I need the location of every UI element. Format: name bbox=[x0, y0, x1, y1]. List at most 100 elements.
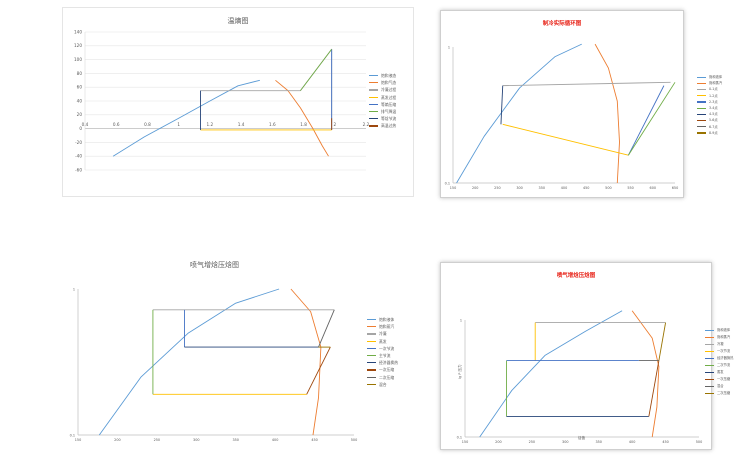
legend-entry: 蒸发过程 bbox=[369, 94, 396, 101]
legend-entry: 蒸发 bbox=[705, 369, 733, 376]
series-line bbox=[200, 48, 333, 130]
chart-legend: 饱和液体 饱和蒸汽 冷凝 蒸发 一次节流 主节流 经济器换热 一次压缩 二次压缩 混合 bbox=[367, 316, 398, 388]
legend-swatch bbox=[705, 364, 714, 367]
chart-legend: 饱和液体 饱和蒸汽 冷凝 一次节流 经济器换热 二次节流 蒸发 一次压缩 混合 二次压缩 bbox=[705, 327, 733, 397]
legend-swatch bbox=[705, 329, 714, 332]
y-tick-label: 1 bbox=[73, 287, 75, 291]
x-tick-label: 500 bbox=[696, 440, 702, 444]
legend-label: 5-6点 bbox=[709, 118, 718, 123]
legend-swatch bbox=[369, 89, 378, 91]
legend-swatch bbox=[369, 103, 378, 105]
x-tick-label: 1.4 bbox=[238, 122, 245, 127]
series-line bbox=[502, 81, 671, 87]
legend-label: 等焓节流 bbox=[381, 116, 397, 122]
legend-entry: 饱和蒸汽 bbox=[697, 80, 722, 86]
legend-entry: 一次压缩 bbox=[367, 366, 398, 373]
legend-swatch bbox=[369, 75, 378, 77]
legend-swatch bbox=[705, 357, 714, 360]
legend-swatch bbox=[367, 319, 376, 321]
series-line bbox=[500, 85, 504, 125]
legend-swatch bbox=[697, 82, 706, 84]
x-tick-label: 1 bbox=[177, 122, 180, 127]
legend-label: 1-2点 bbox=[709, 93, 718, 98]
x-tick-label: 0.6 bbox=[113, 122, 120, 127]
legend-swatch bbox=[367, 326, 376, 328]
legend-label: 经济器换热 bbox=[379, 360, 398, 366]
legend-label: 冷凝 bbox=[717, 342, 724, 346]
x-tick-label: 450 bbox=[583, 186, 589, 190]
legend-entry: 5-6点 bbox=[697, 117, 722, 123]
legend-swatch bbox=[367, 333, 376, 335]
legend-swatch bbox=[697, 95, 706, 97]
legend-entry: 一次压缩 bbox=[705, 376, 733, 383]
legend-swatch bbox=[369, 111, 378, 113]
legend-swatch bbox=[697, 113, 706, 115]
x-tick-label: 0.8 bbox=[144, 122, 151, 127]
legend-label: 蒸发过程 bbox=[381, 94, 397, 100]
legend-label: 一次压缩 bbox=[379, 367, 395, 373]
legend-swatch bbox=[369, 96, 378, 98]
legend-entry: 一次节流 bbox=[705, 348, 733, 355]
x-tick-label: 350 bbox=[539, 186, 545, 190]
y-tick-label: 140 bbox=[74, 29, 82, 34]
series-line bbox=[112, 79, 260, 157]
legend-entry: 冷凝 bbox=[705, 341, 733, 348]
series-line bbox=[306, 346, 331, 395]
legend-label: 饱和气态 bbox=[381, 80, 397, 86]
legend-swatch bbox=[369, 125, 378, 127]
chart-legend: 饱和液态 饱和气态 冷凝过程 蒸发过程 等熵压缩 排气降温 等焓节流 高温过热 bbox=[369, 72, 396, 130]
legend-entry: 冷凝 bbox=[367, 330, 398, 337]
legend-label: 饱和蒸汽 bbox=[717, 335, 731, 339]
series-line bbox=[456, 43, 582, 184]
legend-label: 主节流 bbox=[379, 353, 391, 359]
legend-label: 饱和蒸汽 bbox=[709, 81, 723, 86]
chart-panel-actual-cycle: 制冷实际循环图 150 200 250 300 350 400 450 500 550 600 65… bbox=[440, 10, 722, 198]
chart-panel-evi-1: 喷气增焓压焓图 150 200 250 300 350 400 450 500 0.1 1 饱和液… bbox=[62, 255, 398, 455]
legend-swatch bbox=[367, 376, 376, 378]
legend-entry: 饱和液体 bbox=[367, 316, 398, 323]
x-tick-label: 350 bbox=[232, 438, 238, 442]
y-tick-label: -20 bbox=[75, 140, 82, 145]
legend-entry: 1-2点 bbox=[697, 93, 722, 99]
legend-entry: 高温过热 bbox=[369, 122, 396, 129]
chart-title: 喷气增焓压焓图 bbox=[556, 273, 596, 279]
chart-title: 温熵图 bbox=[227, 17, 249, 25]
legend-entry: 二次节流 bbox=[705, 362, 733, 369]
x-tick-label: 2 bbox=[333, 122, 336, 127]
legend-label: 饱和蒸汽 bbox=[379, 324, 395, 330]
legend-swatch bbox=[697, 132, 706, 134]
y-tick-label: 40 bbox=[77, 98, 83, 103]
chart-title: 喷气增焓压焓图 bbox=[190, 261, 239, 269]
series-line bbox=[98, 288, 280, 436]
legend-entry: 排气降温 bbox=[369, 108, 396, 115]
legend-entry: 8-9点 bbox=[697, 130, 722, 136]
x-tick-label: 300 bbox=[516, 186, 522, 190]
legend-swatch bbox=[697, 126, 706, 128]
legend-entry: 二次压缩 bbox=[705, 390, 733, 397]
legend-entry: 主节流 bbox=[367, 352, 398, 359]
y-tick-label: 0 bbox=[79, 126, 82, 131]
legend-swatch bbox=[697, 107, 706, 109]
legend-label: 8-9点 bbox=[709, 130, 718, 135]
legend-label: 0-1点 bbox=[709, 87, 718, 92]
x-tick-label: 0.4 bbox=[82, 122, 89, 127]
legend-label: 一次节流 bbox=[717, 349, 731, 353]
legend-label: 一次压缩 bbox=[717, 377, 731, 381]
y-axis-label: lg P 压力 bbox=[458, 364, 462, 379]
evi-chart-svg-2: 150 200 250 300 350 400 450 500 0.1 1 bbox=[457, 310, 702, 444]
y-tick-label: 0.1 bbox=[445, 181, 450, 185]
chart-panel-evi-2: 喷气增焓压焓图 150 200 250 300 350 400 450 500 0.1 1 饱和液… bbox=[440, 262, 733, 450]
legend-entry: 饱和蒸汽 bbox=[705, 334, 733, 341]
legend-entry: 饱和液态 bbox=[369, 72, 396, 79]
x-tick-label: 500 bbox=[605, 186, 611, 190]
x-tick-label: 1.2 bbox=[207, 122, 214, 127]
x-tick-label: 200 bbox=[495, 440, 501, 444]
legend-label: 等熵压缩 bbox=[381, 101, 397, 107]
legend-swatch bbox=[705, 392, 714, 395]
legend-swatch bbox=[705, 336, 714, 339]
series-line bbox=[290, 288, 322, 436]
legend-entry: 等熵压缩 bbox=[369, 101, 396, 108]
x-tick-label: 550 bbox=[627, 186, 633, 190]
x-tick-label: 650 bbox=[672, 186, 678, 190]
x-tick-label: 400 bbox=[629, 440, 635, 444]
